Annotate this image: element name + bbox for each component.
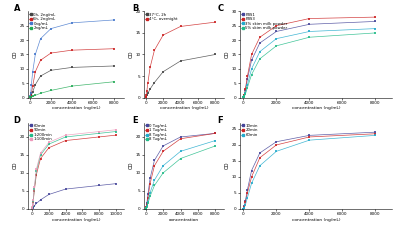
X-axis label: concentration (ng/mL): concentration (ng/mL) — [160, 106, 208, 111]
Legend: PBS1, PBS3, 3% skim milk powder, 5% skim milk powder: PBS1, PBS3, 3% skim milk powder, 5% skim… — [241, 12, 288, 31]
Text: C: C — [217, 5, 223, 13]
Text: B: B — [132, 5, 138, 13]
Legend: 10min, 20min, 60min: 10min, 20min, 60min — [241, 123, 258, 137]
Y-axis label: OD: OD — [129, 162, 134, 170]
Legend: 0h, 2ng/mL, 6h, 2ng/mL, 0ng/mL, 2ng/mL: 0h, 2ng/mL, 6h, 2ng/mL, 0ng/mL, 2ng/mL — [29, 12, 56, 31]
X-axis label: concentration (ng/mL): concentration (ng/mL) — [52, 106, 100, 111]
Y-axis label: OD: OD — [225, 162, 230, 170]
Legend: 60min, 90min, 1:200min, 1:100min: 60min, 90min, 1:200min, 1:100min — [29, 123, 52, 142]
X-axis label: concentration (ng/mL): concentration (ng/mL) — [292, 218, 340, 222]
Y-axis label: OD: OD — [225, 51, 230, 58]
X-axis label: concentration (ng/mL): concentration (ng/mL) — [52, 218, 100, 222]
X-axis label: concentration: concentration — [169, 218, 199, 222]
Y-axis label: OD: OD — [13, 51, 18, 58]
Text: A: A — [14, 5, 20, 13]
X-axis label: concentration (ng/mL): concentration (ng/mL) — [292, 106, 340, 111]
Y-axis label: OD: OD — [129, 51, 134, 58]
Text: E: E — [132, 116, 138, 125]
Y-axis label: OD: OD — [13, 162, 18, 170]
Legend: 37°C, 2h, 4°C, overnight: 37°C, 2h, 4°C, overnight — [145, 12, 178, 22]
Text: D: D — [14, 116, 21, 125]
Text: F: F — [217, 116, 223, 125]
Legend: 0 Tug/mL, 1 Tug/mL, 8 Tug/mL, 8 Tug/mL: 0 Tug/mL, 1 Tug/mL, 8 Tug/mL, 8 Tug/mL — [145, 123, 168, 142]
